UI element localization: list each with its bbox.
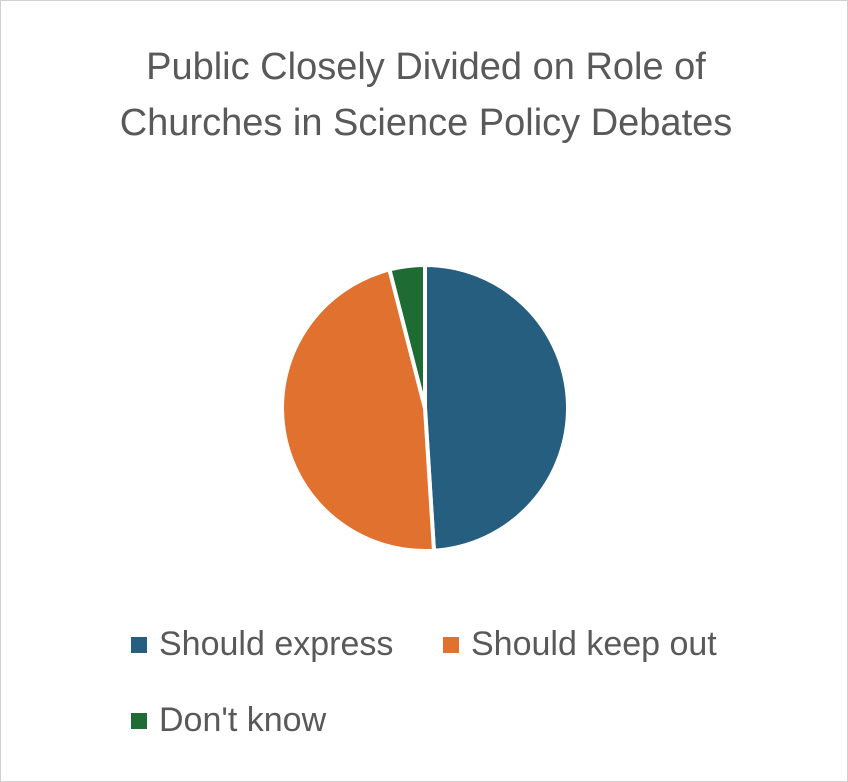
legend-swatch-should-express [131, 636, 147, 653]
pie-slice-dont-know [387, 263, 427, 410]
pie-chart [280, 263, 571, 553]
pie-slice-should-keep-out [280, 267, 436, 553]
legend-label-should-express: Should express [159, 625, 394, 663]
legend-item-should-express: Should express [131, 625, 393, 664]
legend-item-should-keep-out: Should keep out [443, 625, 717, 664]
chart-title: Public Closely Divided on Role of Church… [119, 46, 733, 144]
legend-item-dont-know: Don't know [131, 701, 326, 740]
legend-swatch-should-keep-out [443, 636, 459, 653]
legend-label-should-keep-out: Should keep out [471, 625, 717, 663]
legend-swatch-dont-know [131, 712, 147, 729]
legend-label-dont-know: Don't know [159, 701, 327, 739]
pie-slice-should-express [423, 263, 571, 553]
